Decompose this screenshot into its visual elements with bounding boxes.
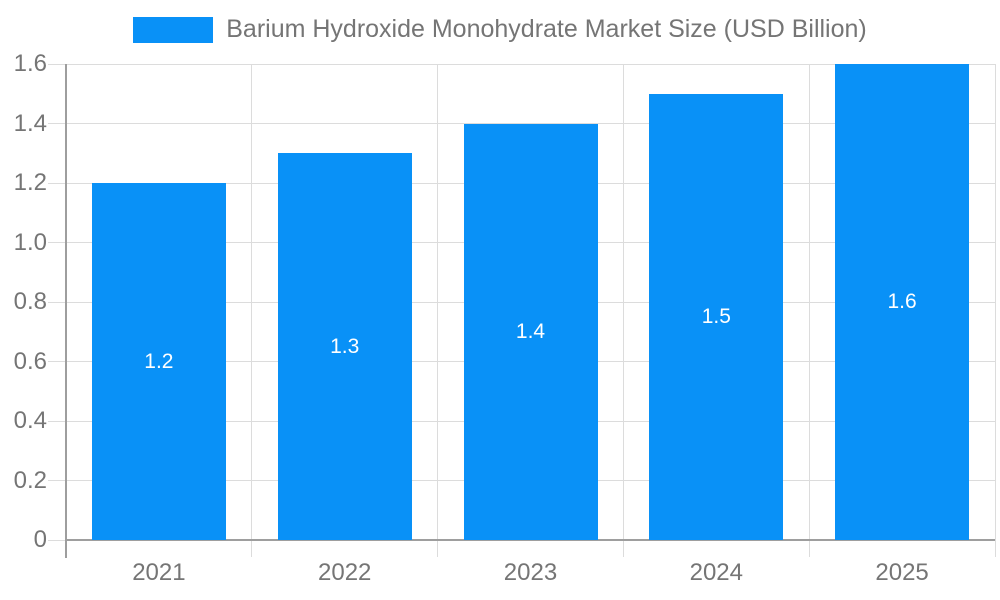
legend-swatch-icon xyxy=(133,16,214,43)
x-axis-tick-label: 2021 xyxy=(132,559,186,586)
bar-2022[interactable] xyxy=(277,153,412,540)
bar-2021[interactable] xyxy=(91,183,226,540)
legend-label: Barium Hydroxide Monohydrate Market Size… xyxy=(226,15,867,43)
chart-legend[interactable]: Barium Hydroxide Monohydrate Market Size… xyxy=(0,16,1000,43)
x-axis-tick-label: 2024 xyxy=(689,559,743,586)
gridline-vertical xyxy=(251,64,253,557)
y-axis-tick-label: 0 xyxy=(33,526,47,553)
y-axis-tick-label: 1.4 xyxy=(13,109,47,137)
gridline-vertical xyxy=(994,64,996,557)
y-axis-tick-label: 0.4 xyxy=(13,407,47,434)
y-axis-line xyxy=(65,64,67,558)
y-axis-tick-label: 1.2 xyxy=(13,169,47,196)
gridline-vertical xyxy=(622,64,624,557)
y-axis-tick-label: 1.6 xyxy=(13,50,47,77)
bar-value-label: 1.2 xyxy=(144,349,174,373)
bar-value-label: 1.4 xyxy=(515,319,546,343)
x-axis-tick-label: 2023 xyxy=(503,559,558,586)
gridline-vertical xyxy=(808,64,810,557)
bar-2023[interactable] xyxy=(463,123,598,540)
bar-2025[interactable] xyxy=(835,64,970,540)
y-axis-tick-label: 0.2 xyxy=(13,466,47,494)
bar-value-label: 1.5 xyxy=(701,304,731,328)
x-axis-line xyxy=(65,539,995,541)
bar-value-label: 1.6 xyxy=(887,290,917,313)
gridline-horizontal xyxy=(48,63,995,65)
y-axis-tick-label: 0.8 xyxy=(13,288,47,315)
y-axis-tick-label: 0.6 xyxy=(13,347,47,375)
gridline-vertical xyxy=(437,64,439,557)
x-axis-tick-label: 2025 xyxy=(875,559,929,586)
y-axis-tick-label: 1.0 xyxy=(13,228,47,256)
bar-value-label: 1.3 xyxy=(330,334,360,358)
bar-2024[interactable] xyxy=(649,93,784,540)
x-axis-tick-label: 2022 xyxy=(318,559,372,586)
